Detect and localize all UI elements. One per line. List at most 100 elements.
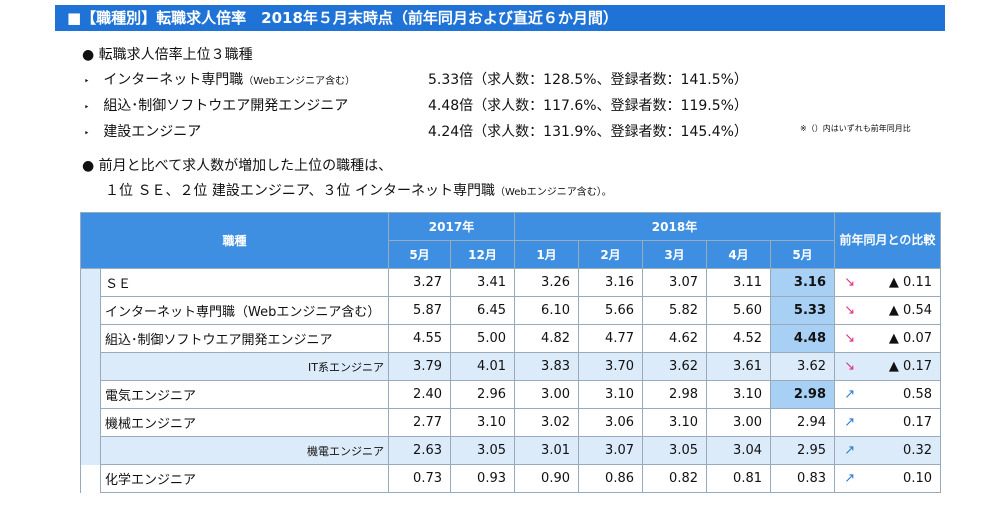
group-strip (80, 408, 101, 437)
value-cell: 5.33 (770, 296, 835, 325)
item-name: インターネット専門職 (103, 72, 244, 88)
value-cell: 4.77 (578, 324, 643, 353)
value-cell: 4.01 (450, 352, 515, 381)
text: 転職求人倍率上位３職種 (98, 47, 253, 63)
group-strip (80, 436, 101, 465)
value-cell: 3.62 (770, 352, 835, 381)
value-cell: 2.96 (450, 380, 515, 409)
value-cell: 5.66 (578, 296, 643, 325)
job-name: 化学エンジニア (100, 464, 389, 493)
table-row: 化学エンジニア 0.73 0.93 0.90 0.86 0.82 0.81 0.83 ↗ 0.10 (80, 464, 941, 493)
group-strip (80, 464, 101, 493)
value-cell: 5.82 (642, 296, 707, 325)
value-cell: 3.02 (514, 408, 579, 437)
item-detail: 4.24倍（求人数：131.9%、登録者数：145.4%） (428, 124, 748, 140)
group-strip (80, 352, 101, 381)
list-item: ‣ インターネット専門職（Webエンジニア含む） (84, 72, 356, 88)
job-name: ＳＥ (100, 268, 389, 297)
header-cell: 3月 (642, 240, 707, 269)
change-cell: ▲ 0.11 (864, 268, 941, 297)
header-cell: 2018年 (514, 212, 835, 241)
value-cell: 0.82 (642, 464, 707, 493)
data-table: 職種 2017年 2018年 前年同月との比較 5月 12月 1月 2月 3月 4月 5月 ＳＥ 3… (80, 212, 941, 493)
header-cell: 1月 (514, 240, 579, 269)
value-cell: 3.05 (642, 436, 707, 465)
value-cell: 3.70 (578, 352, 643, 381)
header-cell: 5月 (388, 240, 451, 269)
value-cell: 3.04 (706, 436, 771, 465)
value-cell: 3.10 (706, 380, 771, 409)
trend-icon: ↗ (834, 436, 865, 465)
value-cell: 3.41 (450, 268, 515, 297)
value-cell: 4.52 (706, 324, 771, 353)
item-name: 組込･制御ソフトウエア開発エンジニア (103, 98, 349, 114)
increase-line: １位 ＳＥ、２位 建設エンジニア、３位 インターネット専門職（Webエンジニア含… (105, 180, 612, 200)
item-detail: 4.48倍（求人数：117.6%、登録者数：119.5%） (428, 98, 748, 114)
value-cell: 2.40 (388, 380, 451, 409)
value-cell: 2.98 (642, 380, 707, 409)
value-cell: 3.10 (450, 408, 515, 437)
value-cell: 3.11 (706, 268, 771, 297)
value-cell: 2.98 (770, 380, 835, 409)
value-cell: 5.87 (388, 296, 451, 325)
text: （Webエンジニア含む）。 (494, 187, 612, 198)
trend-icon: ↗ (834, 408, 865, 437)
text: 前月と比べて求人数が増加した上位の職種は、 (98, 158, 393, 174)
value-cell: 3.05 (450, 436, 515, 465)
trend-icon: ↗ (834, 380, 865, 409)
value-cell: 0.93 (450, 464, 515, 493)
trend-icon: ↘ (834, 268, 865, 297)
value-cell: 3.10 (578, 380, 643, 409)
change-cell: 0.32 (864, 436, 941, 465)
group-strip (80, 268, 101, 297)
table-row: インターネット専門職（Webエンジニア含む） 5.87 6.45 6.10 5.66 5.… (80, 296, 941, 325)
value-cell: 3.07 (642, 268, 707, 297)
value-cell: 3.16 (770, 268, 835, 297)
value-cell: 4.82 (514, 324, 579, 353)
value-cell: 2.95 (770, 436, 835, 465)
header-cell: 前年同月との比較 (834, 212, 941, 269)
trend-icon: ↘ (834, 352, 865, 381)
bullet-heading: ● 前月と比べて求人数が増加した上位の職種は、 (82, 158, 393, 174)
trend-icon: ↗ (834, 464, 865, 493)
list-item: ‣ 建設エンジニア (84, 124, 202, 140)
item-sub: （Webエンジニア含む） (243, 76, 356, 87)
header-title: ■【職種別】転職求人倍率 2018年５月末時点（前年同月および直近６か月間） (55, 5, 945, 31)
trend-icon: ↘ (834, 296, 865, 325)
value-cell: 0.90 (514, 464, 579, 493)
value-cell: 3.79 (388, 352, 451, 381)
value-cell: 0.83 (770, 464, 835, 493)
value-cell: 3.62 (642, 352, 707, 381)
header-cell: 2017年 (388, 212, 515, 241)
value-cell: 3.06 (578, 408, 643, 437)
header-cell: 4月 (706, 240, 771, 269)
job-name: 電気エンジニア (100, 380, 389, 409)
value-cell: 3.10 (642, 408, 707, 437)
table-row: 電気エンジニア 2.40 2.96 3.00 3.10 2.98 3.10 2.98 ↗ 0.58 (80, 380, 941, 409)
value-cell: 5.60 (706, 296, 771, 325)
group-strip (80, 296, 101, 325)
value-cell: 2.77 (388, 408, 451, 437)
value-cell: 3.07 (578, 436, 643, 465)
value-cell: 3.16 (578, 268, 643, 297)
value-cell: 4.55 (388, 324, 451, 353)
value-cell: 4.62 (642, 324, 707, 353)
value-cell: 3.61 (706, 352, 771, 381)
table-row: ＳＥ 3.27 3.41 3.26 3.16 3.07 3.11 3.16 ↘ ▲ 0.11 (80, 268, 941, 297)
value-cell: 4.48 (770, 324, 835, 353)
job-name: 機械エンジニア (100, 408, 389, 437)
value-cell: 3.01 (514, 436, 579, 465)
table-row: 機械エンジニア 2.77 3.10 3.02 3.06 3.10 3.00 2.94 ↗ 0.17 (80, 408, 941, 437)
table-row: 機電エンジニア 2.63 3.05 3.01 3.07 3.05 3.04 2.95 ↗ 0.32 (80, 436, 941, 465)
header-cell: 2月 (578, 240, 643, 269)
value-cell: 5.00 (450, 324, 515, 353)
value-cell: 0.86 (578, 464, 643, 493)
value-cell: 6.45 (450, 296, 515, 325)
change-cell: 0.10 (864, 464, 941, 493)
value-cell: 0.81 (706, 464, 771, 493)
group-strip (80, 324, 101, 353)
change-cell: ▲ 0.07 (864, 324, 941, 353)
bullet-heading: ● 転職求人倍率上位３職種 (82, 47, 253, 63)
value-cell: 3.27 (388, 268, 451, 297)
item-name: 建設エンジニア (103, 124, 202, 140)
